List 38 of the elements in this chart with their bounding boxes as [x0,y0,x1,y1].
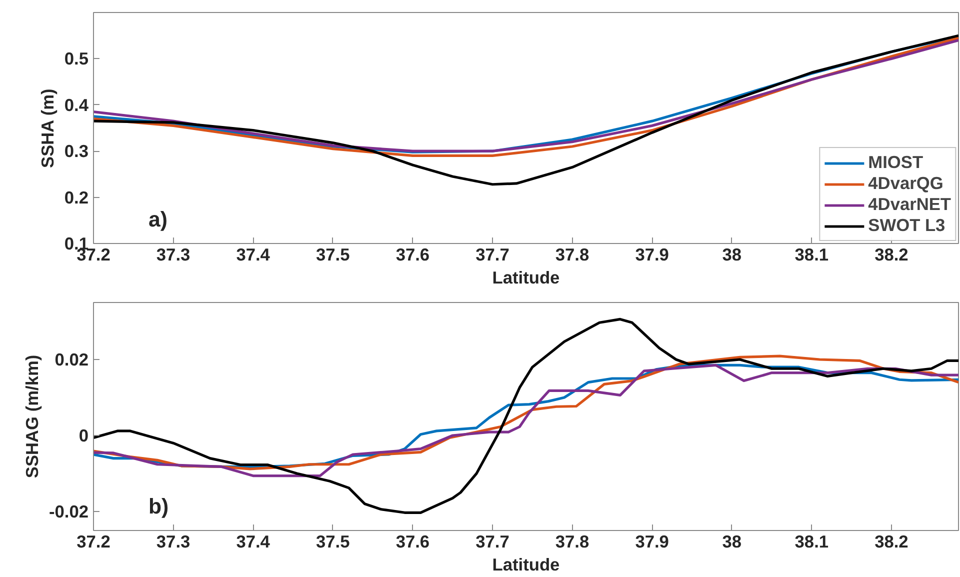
x-tick-label: 37.6 [396,244,430,264]
legend-label: MIOST [868,152,924,173]
x-tick-label: 37.2 [76,532,110,552]
legend-label: 4DvarQG [868,173,944,194]
x-tick-label: 38.2 [874,532,908,552]
x-tick-label: 37.5 [316,532,350,552]
x-tick-label: 37.8 [555,532,590,552]
y-tick-label: 0.2 [64,187,89,208]
x-tick-label: 37.7 [476,244,510,264]
x-axis-title: Latitude [492,554,560,574]
y-tick-label: -0.02 [49,502,89,522]
x-tick-label: 37.9 [635,244,669,264]
x-tick-label: 37.5 [316,244,350,264]
legend-label: SWOT L3 [868,215,946,236]
x-tick-label: 37.9 [635,532,669,552]
x-tick-label: 37.3 [156,532,191,552]
x-tick-label: 37.4 [236,244,270,264]
x-tick-label: 37.7 [476,532,510,552]
x-tick-label: 37.6 [396,532,430,552]
y-axis-title: SSHAG (m/km) [22,354,42,478]
legend-label: 4DvarNET [868,194,951,215]
x-tick-label: 37.3 [156,244,191,264]
x-tick-label: 38 [722,244,742,264]
x-axis-title: Latitude [492,268,560,288]
x-tick-label: 38 [722,532,742,552]
y-tick-label: 0 [78,426,89,446]
y-tick-label: 0.4 [64,94,89,115]
x-tick-label: 38.1 [794,244,829,264]
annotation: b) [148,494,169,518]
y-tick-label: 0.3 [64,141,89,162]
annotation: a) [148,208,168,232]
y-tick-label: 0.5 [64,48,89,69]
y-tick-label: 0.02 [54,350,89,370]
x-tick-label: 38.2 [874,244,908,264]
x-tick-label: 38.1 [794,532,829,552]
y-axis-title: SSHA (m) [37,88,58,168]
x-tick-label: 37.4 [236,532,270,552]
x-tick-label: 37.8 [555,244,590,264]
